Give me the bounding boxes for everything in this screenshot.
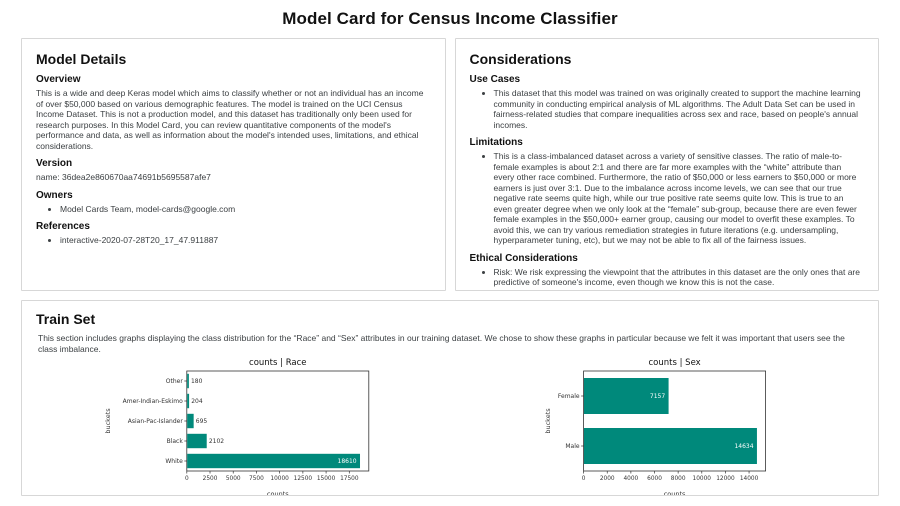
- x-tick-label: 0: [582, 476, 586, 482]
- ethical-consideration-item: Risk: We risk expressing the viewpoint t…: [494, 267, 865, 290]
- x-tick-label: 10000: [270, 476, 289, 482]
- x-tick-label: 7500: [249, 476, 264, 482]
- bar: [187, 373, 189, 389]
- limitations-list: This is a class-imbalanced dataset acros…: [494, 151, 865, 246]
- overview-heading: Overview: [36, 74, 81, 85]
- category-label: Asian-Pac-Islander: [128, 418, 184, 425]
- x-tick-label: 15000: [317, 476, 336, 482]
- version-text: name: 36dea2e860670aa74691b5695587afe7: [36, 172, 211, 183]
- bar: [187, 453, 361, 469]
- x-tick-label: 0: [185, 476, 189, 482]
- top-cards-row: Model Details Overview This is a wide an…: [21, 38, 879, 291]
- x-tick-label: 5000: [226, 476, 241, 482]
- train-set-title: Train Set: [36, 311, 96, 327]
- bar-value-label: 18610: [338, 458, 357, 465]
- x-tick-label: 14000: [740, 476, 759, 482]
- reference-item: interactive-2020-07-28T20_17_47.911887: [60, 235, 431, 246]
- x-tick-label: 4000: [623, 476, 638, 482]
- references-heading: References: [36, 221, 90, 233]
- category-label: Other: [166, 378, 184, 385]
- ethical-considerations-heading: Ethical Considerations: [469, 252, 578, 264]
- x-tick-label: 6000: [647, 476, 662, 482]
- owners-heading: Owners: [36, 189, 73, 201]
- bar: [187, 433, 207, 449]
- use-cases-heading: Use Cases: [469, 74, 521, 85]
- considerations-card: Considerations Use Cases This dataset th…: [454, 38, 879, 291]
- sex-distribution-chart: counts | Sex 0 2000 4000 6000 8000 10000 12000 1…: [544, 358, 766, 496]
- chart-title: counts | Race: [249, 358, 307, 368]
- version-heading: Version: [36, 158, 73, 170]
- bar-value-label: 7157: [650, 393, 665, 400]
- category-label: Female: [558, 393, 580, 400]
- race-distribution-chart: counts | Race 0 2500 5000 7500 10000 12500 1500…: [104, 358, 370, 496]
- bar-value-label: 14634: [734, 443, 753, 450]
- category-label: Amer-Indian-Eskimo: [123, 398, 183, 405]
- ethical-considerations-list: Risk: We risk expressing the viewpoint t…: [494, 267, 865, 290]
- y-axis-label: buckets: [544, 408, 552, 434]
- bar: [584, 428, 757, 465]
- bar-value-label: 695: [196, 418, 208, 425]
- bar: [187, 393, 190, 409]
- overview-text: This is a wide and deep Keras model whic…: [36, 88, 424, 151]
- limitations-heading: Limitations: [469, 137, 523, 149]
- x-tick-label: 2000: [600, 476, 615, 482]
- model-details-title: Model Details: [36, 51, 127, 67]
- references-list: interactive-2020-07-28T20_17_47.911887: [60, 235, 431, 246]
- y-axis-label: buckets: [104, 408, 112, 434]
- x-axis-label: counts: [267, 490, 289, 496]
- bar: [187, 413, 194, 429]
- bar-value-label: 180: [191, 378, 203, 385]
- considerations-title: Considerations: [469, 51, 572, 67]
- limitation-item: This is a class-imbalanced dataset acros…: [494, 151, 865, 246]
- x-tick-label: 2500: [203, 476, 218, 482]
- page-title: Model Card for Census Income Classifier: [282, 9, 618, 28]
- use-cases-list: This dataset that this model was trained…: [494, 88, 865, 130]
- train-set-description: This section includes graphs displaying …: [38, 333, 845, 354]
- use-case-item: This dataset that this model was trained…: [494, 88, 865, 130]
- bar: [584, 378, 669, 415]
- category-label: Male: [565, 443, 580, 450]
- chart-title: counts | Sex: [649, 358, 701, 368]
- x-tick-label: 12500: [294, 476, 313, 482]
- category-label: White: [165, 458, 183, 465]
- x-axis-label: counts: [664, 490, 686, 496]
- x-tick-label: 8000: [671, 476, 686, 482]
- x-tick-label: 17500: [340, 476, 359, 482]
- train-set-card: Train Set This section includes graphs d…: [21, 300, 879, 496]
- owner-item: Model Cards Team, model-cards@google.com: [60, 204, 431, 215]
- bar-value-label: 204: [191, 398, 203, 405]
- owners-list: Model Cards Team, model-cards@google.com: [60, 204, 431, 215]
- bar-value-label: 2102: [209, 438, 224, 445]
- model-details-card: Model Details Overview This is a wide an…: [21, 38, 446, 291]
- x-tick-label: 12000: [716, 476, 735, 482]
- charts-row: counts | Race 0 2500 5000 7500 10000 12500 1500…: [96, 357, 864, 496]
- x-tick-label: 10000: [693, 476, 712, 482]
- plot-frame: [583, 370, 766, 472]
- category-label: Black: [167, 438, 184, 445]
